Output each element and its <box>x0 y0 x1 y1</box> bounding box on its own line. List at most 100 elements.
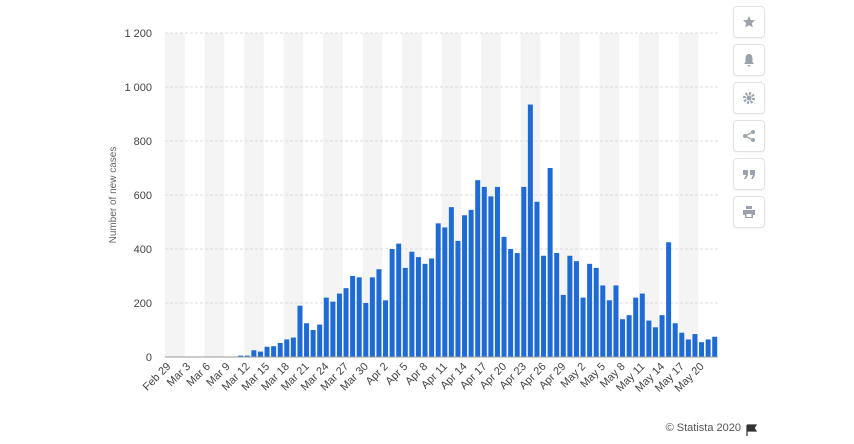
bar <box>383 300 389 357</box>
y-axis-label: Number of new cases <box>108 147 119 244</box>
bar <box>244 355 250 357</box>
credit: © Statista 2020 <box>666 422 741 434</box>
y-tick-label: 200 <box>134 298 152 310</box>
bar <box>560 294 566 357</box>
y-tick-label: 600 <box>134 190 152 202</box>
bar <box>521 186 527 357</box>
bar <box>705 339 711 357</box>
bar <box>613 285 619 357</box>
bar <box>712 336 718 357</box>
bar <box>336 293 342 357</box>
bar <box>488 196 494 357</box>
bar <box>501 236 507 357</box>
bar <box>646 320 652 357</box>
bar <box>606 300 612 357</box>
bars <box>205 104 718 357</box>
stripe <box>283 33 304 357</box>
bar <box>448 207 454 357</box>
bar <box>462 215 468 357</box>
bar <box>554 253 560 357</box>
icon <box>743 130 755 142</box>
bar <box>593 267 599 357</box>
bar <box>547 168 553 357</box>
bar <box>277 342 283 357</box>
y-tick-label: 400 <box>134 244 152 256</box>
stripe <box>165 33 185 357</box>
bar <box>251 350 257 357</box>
bar <box>442 227 448 357</box>
y-tick-label: 0 <box>146 352 152 364</box>
bar <box>343 288 349 357</box>
bar <box>481 186 487 357</box>
bar <box>587 263 593 357</box>
stripe <box>599 33 620 357</box>
icon <box>743 206 755 218</box>
bar <box>620 319 626 357</box>
bar <box>310 330 316 357</box>
bar <box>494 186 500 357</box>
bar <box>639 293 645 357</box>
print-button[interactable] <box>733 196 765 228</box>
bar <box>271 346 277 357</box>
bar <box>626 315 632 357</box>
bar <box>422 263 428 357</box>
bar <box>534 201 540 357</box>
bar <box>541 255 547 357</box>
bar <box>369 277 375 357</box>
cite-button[interactable] <box>733 158 765 190</box>
bar <box>580 297 586 357</box>
bar <box>435 223 441 357</box>
bar <box>350 276 356 357</box>
bar <box>692 334 698 357</box>
bar <box>527 104 533 357</box>
y-tick-label: 1 000 <box>124 82 152 94</box>
flag-icon <box>746 424 758 436</box>
bar <box>573 261 579 357</box>
share-button[interactable] <box>733 120 765 152</box>
bar <box>659 315 665 357</box>
bar <box>363 303 369 357</box>
bar <box>402 267 408 357</box>
icon <box>743 16 755 28</box>
bar <box>600 285 606 357</box>
bar <box>415 257 421 357</box>
stripe <box>678 33 699 357</box>
bar <box>699 342 705 357</box>
alert-button[interactable] <box>733 44 765 76</box>
settings-button[interactable] <box>733 82 765 114</box>
bar <box>396 243 402 357</box>
icon <box>743 170 755 179</box>
bar <box>317 324 323 357</box>
bar <box>429 258 435 357</box>
bar <box>356 277 362 357</box>
bar <box>376 269 382 357</box>
stripe <box>204 33 225 357</box>
bar <box>257 351 263 357</box>
bar <box>323 297 329 357</box>
y-tick-label: 1 200 <box>124 28 152 40</box>
bar <box>297 305 303 357</box>
icon <box>744 54 754 67</box>
bar <box>389 249 395 357</box>
bar <box>330 301 336 357</box>
bar <box>508 249 514 357</box>
bar <box>633 297 639 357</box>
stripe <box>639 33 659 357</box>
bar <box>455 240 461 357</box>
icon <box>743 92 755 104</box>
stripe <box>244 33 264 357</box>
bar <box>652 327 658 357</box>
bar <box>567 255 573 357</box>
bar <box>475 180 481 357</box>
bar <box>409 251 415 357</box>
bar <box>514 253 520 357</box>
bar <box>238 355 244 357</box>
bar <box>264 346 270 357</box>
star-button[interactable] <box>733 6 765 38</box>
bar <box>284 339 290 357</box>
bar <box>672 323 678 357</box>
y-tick-label: 800 <box>134 136 152 148</box>
bar <box>685 339 691 357</box>
bar <box>679 332 685 357</box>
